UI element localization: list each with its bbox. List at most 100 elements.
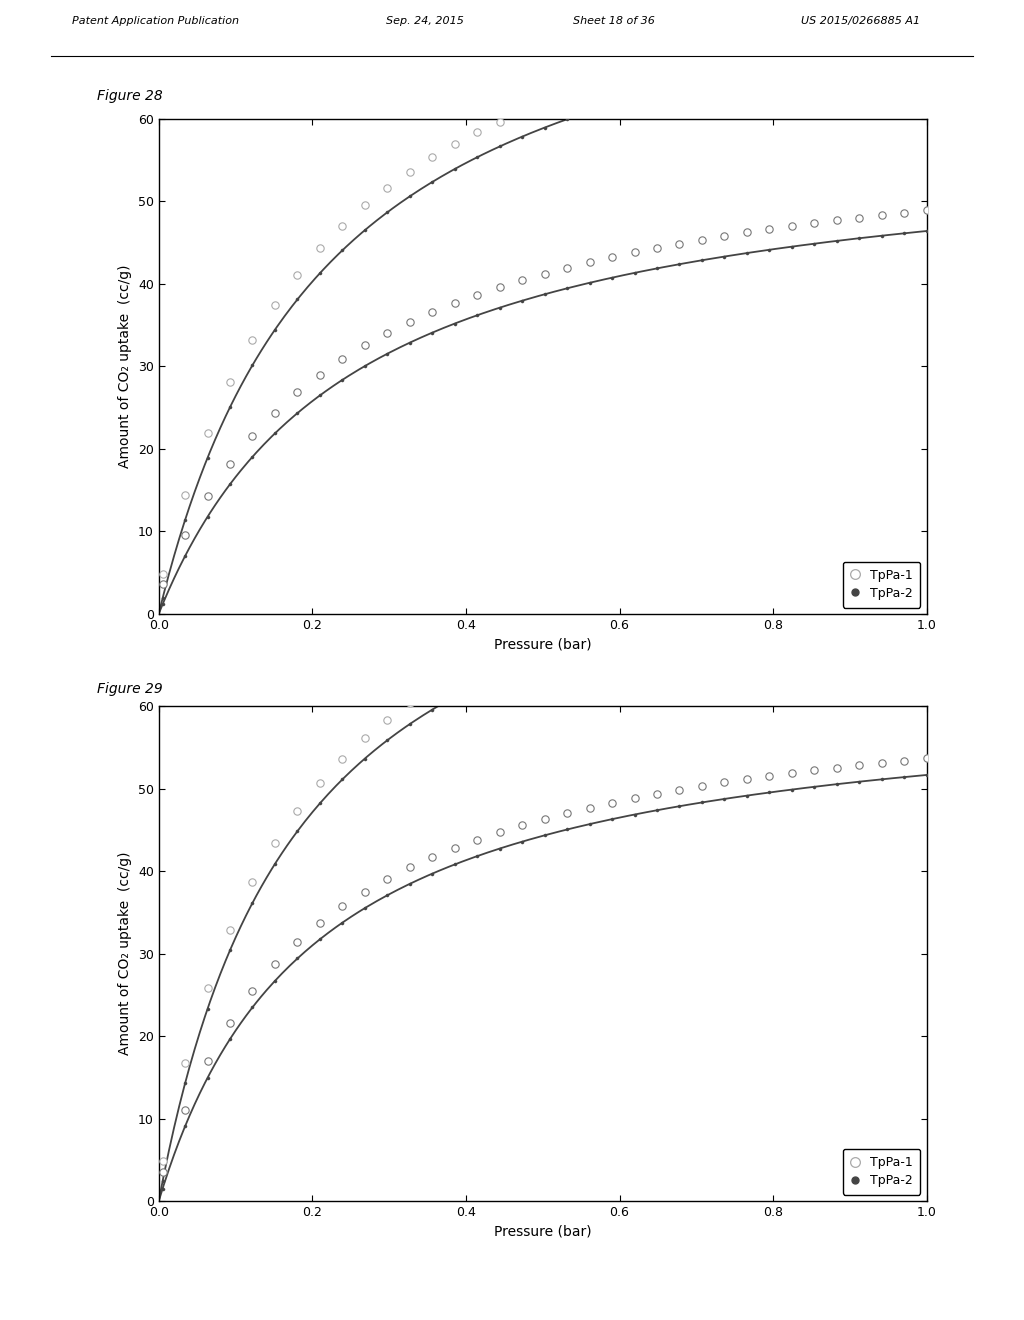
Point (627, 804, 643, 825)
Point (627, 788, 643, 809)
Point (492, 838, 508, 859)
Point (537, 92, 553, 114)
Point (806, 234, 822, 255)
Point (469, 829, 485, 850)
Point (469, 846, 485, 867)
Point (806, 578, 822, 599)
Point (469, 121, 485, 143)
Point (356, 748, 373, 770)
Point (177, 484, 194, 506)
Point (155, 587, 171, 609)
Point (222, 453, 239, 474)
Point (828, 230, 845, 251)
Point (334, 768, 350, 789)
Point (537, 263, 553, 284)
Text: Sep. 24, 2015: Sep. 24, 2015 (386, 16, 464, 26)
Point (672, 75, 688, 96)
Point (200, 978, 216, 999)
Point (828, 774, 845, 795)
Point (222, 940, 239, 961)
Point (716, 246, 732, 267)
Point (469, 147, 485, 168)
Point (401, 161, 418, 182)
Point (828, 210, 845, 231)
Point (672, 605, 688, 626)
Point (649, 238, 666, 259)
Point (311, 364, 328, 385)
Point (401, 693, 418, 714)
Point (401, 714, 418, 735)
Point (379, 730, 395, 751)
Point (582, 630, 598, 651)
Point (266, 954, 283, 975)
Point (761, 586, 777, 607)
Point (694, 601, 711, 622)
Point (334, 348, 350, 370)
Point (649, 57, 666, 78)
Point (379, 322, 395, 343)
Point (851, 755, 867, 776)
Point (604, 602, 621, 623)
Point (627, 595, 643, 616)
Y-axis label: Amount of CO₂ uptake  (cc/g): Amount of CO₂ uptake (cc/g) (119, 264, 132, 469)
Point (873, 205, 890, 226)
Point (289, 403, 305, 424)
Point (424, 846, 440, 867)
Point (514, 127, 530, 148)
Point (828, 18, 845, 40)
X-axis label: Pressure (bar): Pressure (bar) (494, 1225, 592, 1238)
Point (919, 29, 935, 50)
Point (492, 664, 508, 685)
Point (761, 239, 777, 260)
Point (424, 147, 440, 168)
Point (649, 783, 666, 804)
Point (289, 948, 305, 969)
Point (222, 1012, 239, 1034)
Point (537, 284, 553, 305)
Point (559, 638, 575, 659)
Point (537, 825, 553, 846)
Point (289, 800, 305, 821)
Point (761, 55, 777, 77)
Point (919, 748, 935, 770)
Point (200, 998, 216, 1019)
Point (919, 562, 935, 583)
Point (446, 133, 463, 154)
Point (356, 727, 373, 748)
Point (401, 874, 418, 895)
Point (177, 1052, 194, 1073)
Point (672, 796, 688, 817)
Point (266, 422, 283, 444)
Point (245, 446, 261, 467)
Point (783, 763, 800, 784)
Point (446, 158, 463, 180)
Point (694, 45, 711, 66)
Point (806, 213, 822, 234)
Point (627, 242, 643, 263)
Point (761, 219, 777, 240)
Text: Figure 28: Figure 28 (97, 90, 163, 103)
Point (649, 611, 666, 632)
Point (424, 678, 440, 700)
Point (266, 403, 283, 424)
Point (716, 772, 732, 793)
Point (266, 294, 283, 315)
Point (177, 1100, 194, 1121)
Point (582, 100, 598, 121)
Point (266, 970, 283, 991)
Point (401, 857, 418, 878)
Point (806, 558, 822, 579)
Point (514, 290, 530, 312)
Point (851, 550, 867, 572)
Point (716, 574, 732, 595)
Point (155, 564, 171, 585)
Point (401, 312, 418, 333)
Point (738, 590, 755, 611)
Point (155, 594, 171, 615)
Point (514, 832, 530, 853)
Point (694, 579, 711, 601)
Text: Sheet 18 of 36: Sheet 18 of 36 (573, 16, 655, 26)
Point (806, 46, 822, 67)
Legend: TpPa-1, TpPa-2: TpPa-1, TpPa-2 (843, 1148, 921, 1195)
Y-axis label: Amount of CO₂ uptake  (cc/g): Amount of CO₂ uptake (cc/g) (119, 851, 132, 1056)
